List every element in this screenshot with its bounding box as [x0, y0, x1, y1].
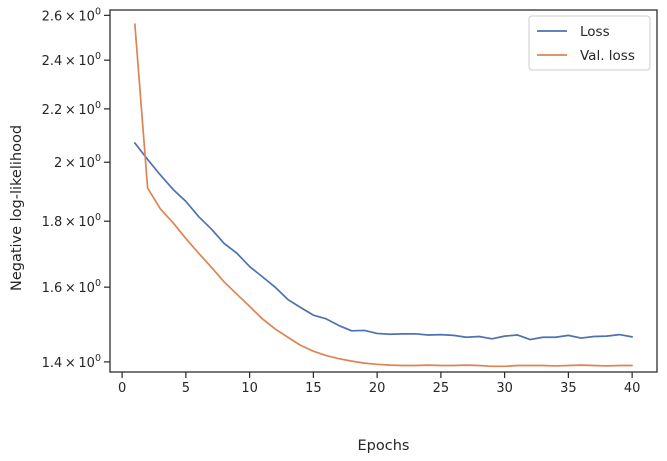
y-tick-label: 2.2 × 100	[42, 100, 101, 118]
series-line-val-loss	[134, 23, 633, 368]
series-line-loss	[134, 142, 633, 341]
x-tick-label: 40	[624, 381, 641, 396]
legend-box	[528, 15, 651, 71]
x-tick-label: 25	[433, 381, 450, 396]
y-ticks: 1.4 × 100 1.6 × 100 1.8 × 100 2 × 100 2.2 × …	[42, 6, 110, 371]
y-tick-label: 1.8 × 100	[42, 212, 101, 230]
x-tick-label: 10	[241, 381, 258, 396]
x-tick-label: 5	[182, 381, 190, 396]
y-tick-label: 2.4 × 100	[42, 51, 101, 69]
x-tick-label: 30	[496, 381, 513, 396]
plot-frame	[109, 9, 658, 373]
y-tick-label: 1.4 × 100	[42, 353, 101, 371]
y-tick-label: 2.6 × 100	[42, 6, 101, 24]
legend: Loss Val. loss	[528, 15, 651, 71]
legend-label-val-loss: Val. loss	[580, 48, 635, 64]
x-axis-label: Epochs	[358, 438, 410, 454]
x-tick-label: 0	[118, 381, 126, 396]
y-axis-label: Negative log-likelihood	[9, 125, 25, 291]
y-tick-label: 2 × 100	[54, 153, 101, 171]
y-tick-label: 1.6 × 100	[42, 278, 101, 296]
legend-label-loss: Loss	[580, 24, 610, 40]
x-tick-label: 15	[305, 381, 322, 396]
x-tick-label: 20	[369, 381, 386, 396]
series-layer	[134, 23, 633, 368]
x-ticks: 0 5 10 15 20 25 30 35 40	[118, 372, 640, 396]
x-tick-label: 35	[560, 381, 577, 396]
